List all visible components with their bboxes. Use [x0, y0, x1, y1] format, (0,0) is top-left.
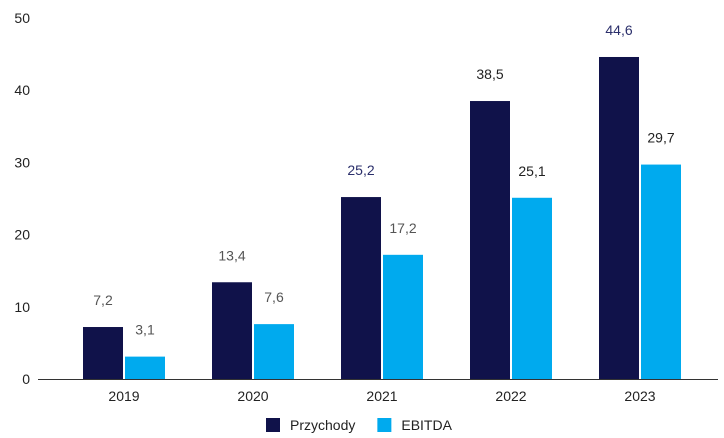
y-tick-label: 40 [14, 82, 30, 98]
bar-ebitda-2020 [254, 324, 294, 379]
bar-przychody-2021 [341, 197, 381, 379]
legend-item-przychody: Przychody [266, 417, 355, 433]
x-axis-ticks: 2019 2020 2021 2022 2023 [108, 388, 655, 404]
data-label: 7,6 [264, 289, 284, 305]
bar-przychody-2022 [470, 101, 510, 379]
bar-ebitda-2021 [383, 254, 423, 379]
bar-ebitda-2019 [125, 356, 165, 379]
y-tick-label: 30 [14, 154, 30, 170]
y-tick-label: 10 [14, 299, 30, 315]
x-tick-label: 2020 [237, 388, 268, 404]
x-tick-label: 2021 [366, 388, 397, 404]
data-label: 29,7 [647, 130, 674, 146]
data-label: 7,2 [93, 292, 113, 308]
data-label: 25,2 [347, 162, 374, 178]
data-label: 17,2 [389, 220, 416, 236]
data-labels-group: 7,2 3,1 13,4 7,6 25,2 17,2 38,5 25,1 44,6 29,7 [93, 22, 675, 338]
legend-label: Przychody [290, 417, 355, 433]
data-label: 13,4 [218, 247, 245, 263]
legend: Przychody EBITDA [266, 417, 453, 433]
x-tick-label: 2022 [495, 388, 526, 404]
legend-swatch [377, 418, 392, 432]
x-tick-label: 2019 [108, 388, 139, 404]
bar-przychody-2019 [83, 327, 123, 379]
bar-ebitda-2022 [512, 197, 552, 379]
bar-ebitda-2023 [641, 164, 681, 379]
legend-item-ebitda: EBITDA [377, 417, 453, 433]
bar-przychody-2023 [599, 56, 639, 379]
legend-label: EBITDA [401, 417, 452, 433]
y-tick-label: 0 [22, 371, 30, 387]
y-tick-label: 20 [14, 227, 30, 243]
data-label: 25,1 [518, 163, 545, 179]
bars-group [83, 56, 681, 379]
legend-swatch [266, 418, 280, 432]
data-label: 38,5 [476, 66, 503, 82]
data-label: 44,6 [605, 22, 632, 38]
bar-przychody-2020 [212, 282, 252, 379]
data-label: 3,1 [135, 322, 155, 338]
y-axis-ticks: 0 10 20 30 40 50 [14, 10, 30, 387]
x-tick-label: 2023 [624, 388, 655, 404]
y-tick-label: 50 [14, 10, 30, 26]
